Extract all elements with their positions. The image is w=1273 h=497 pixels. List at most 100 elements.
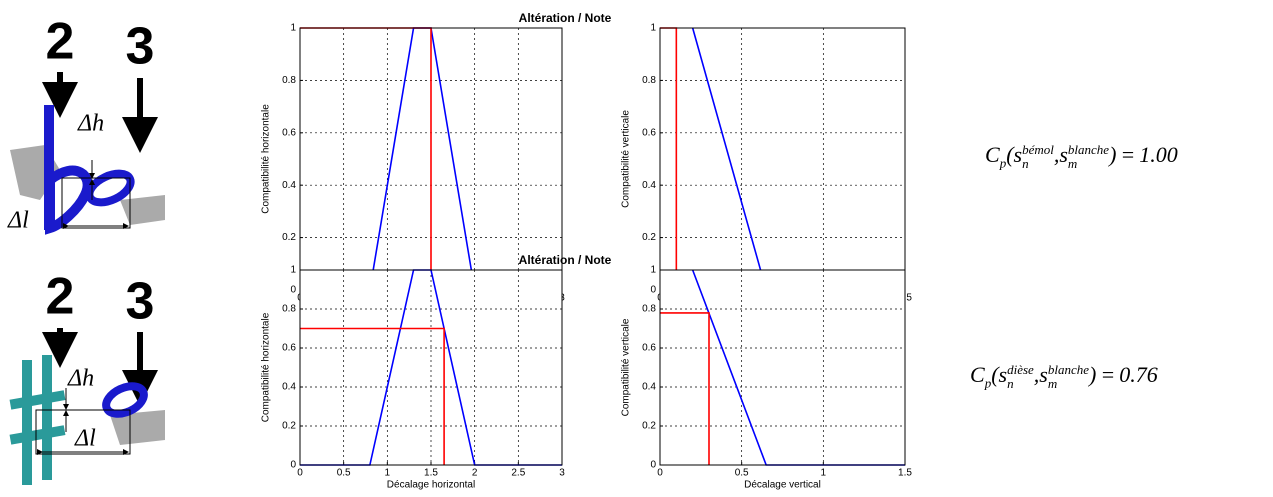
symbol: s — [998, 362, 1008, 387]
sharp-stroke — [9, 390, 66, 410]
flat-bowl — [45, 165, 93, 235]
subscript: n — [1022, 155, 1029, 171]
y-tick-label: 0 — [290, 285, 296, 296]
script-stack: blanche m — [1067, 141, 1110, 171]
notation-sharp: 2 3 Δh Δl — [9, 268, 165, 485]
notation-flat: 2 3 Δh Δl — [7, 13, 165, 235]
plot-frame — [659, 269, 906, 466]
separator: , — [1033, 362, 1040, 387]
plot-background — [660, 28, 905, 290]
formula: Cp(s dièse n ,s blanche m) = 0.76 — [970, 362, 1158, 391]
x-tick-label: 1.5 — [898, 468, 912, 479]
y-tick-label: 0.8 — [642, 304, 656, 315]
subscript: m — [1067, 155, 1078, 171]
paren: ( — [991, 362, 999, 387]
plot-background — [660, 270, 905, 465]
label-dl: Δl — [7, 208, 29, 234]
x-tick-label: 0 — [297, 468, 303, 479]
y-tick-label: 0.4 — [642, 382, 656, 393]
label-number: 2 — [46, 268, 75, 326]
x-tick-label: 2 — [472, 468, 478, 479]
flat-stem — [44, 105, 54, 230]
superscript: blanche — [1067, 141, 1110, 157]
plot-frame — [299, 269, 563, 466]
y-tick-label: 0.2 — [642, 232, 656, 243]
y-tick-label: 0.4 — [282, 382, 296, 393]
data-line — [660, 312, 710, 465]
paren: ) — [1109, 142, 1117, 167]
symbol: s — [1013, 142, 1023, 167]
y-tick-label: 0.2 — [642, 421, 656, 432]
y-tick-label: 0 — [650, 460, 656, 471]
equals: = — [1100, 362, 1116, 387]
y-axis-label: Compatibilité horizontale — [261, 312, 272, 422]
formula-value: 0.76 — [1119, 362, 1158, 387]
y-axis-label: Compatibilité verticale — [621, 110, 632, 208]
symbol: C — [985, 142, 1000, 167]
label-number: 3 — [126, 18, 155, 76]
superscript: bémol — [1022, 141, 1054, 157]
paren: ( — [1006, 142, 1014, 167]
superscript: dièse — [1007, 361, 1034, 377]
chart-title: Altération / Note — [519, 11, 612, 25]
data-line — [300, 327, 445, 465]
chart-title: Altération / Note — [519, 253, 612, 267]
x-tick-label: 0.5 — [337, 468, 351, 479]
y-tick-label: 0.2 — [282, 232, 296, 243]
subscript: p — [999, 155, 1007, 171]
script-stack: dièse n — [1007, 361, 1034, 391]
symbol: C — [970, 362, 985, 387]
x-tick-label: 2.5 — [511, 468, 525, 479]
y-axis-label: Compatibilité horizontale — [261, 104, 272, 214]
sharp-stroke — [42, 355, 52, 480]
paren: ) — [1089, 362, 1097, 387]
y-tick-label: 0.6 — [642, 127, 656, 138]
y-tick-label: 0.8 — [282, 75, 296, 86]
x-axis-label: Décalage vertical — [744, 480, 821, 491]
x-tick-label: 1 — [385, 468, 391, 479]
ghost-shape — [110, 410, 165, 445]
y-tick-label: 0 — [290, 460, 296, 471]
x-tick-label: 0.5 — [735, 468, 749, 479]
subscript: n — [1007, 375, 1014, 391]
label-dh: Δh — [77, 111, 104, 137]
superscript: blanche — [1047, 361, 1090, 377]
x-tick-label: 3 — [559, 468, 565, 479]
y-tick-label: 0.4 — [642, 180, 656, 191]
subscript: p — [984, 375, 992, 391]
y-tick-label: 1 — [290, 23, 296, 34]
y-tick-label: 0.4 — [282, 180, 296, 191]
symbol: s — [1039, 362, 1048, 387]
formula: Cp(s bémol n ,s blanche m) = 1.00 — [985, 142, 1178, 171]
y-tick-label: 0.8 — [282, 304, 296, 315]
y-tick-label: 0.6 — [282, 127, 296, 138]
sharp-stroke — [22, 360, 32, 485]
label-dh: Δh — [67, 366, 94, 392]
y-tick-label: 1 — [650, 23, 656, 34]
y-tick-label: 0.2 — [282, 421, 296, 432]
x-tick-label: 1 — [821, 468, 827, 479]
y-tick-label: 1 — [650, 265, 656, 276]
x-tick-label: 0 — [657, 468, 663, 479]
separator: , — [1053, 142, 1060, 167]
subscript: m — [1047, 375, 1058, 391]
formula-value: 1.00 — [1139, 142, 1178, 167]
y-axis-label: Compatibilité verticale — [621, 318, 632, 416]
y-tick-label: 0.8 — [642, 75, 656, 86]
x-axis-label: Décalage horizontal — [387, 480, 475, 491]
equals: = — [1120, 142, 1136, 167]
script-stack: bémol n — [1022, 141, 1054, 171]
y-tick-label: 0.6 — [282, 343, 296, 354]
plot-background — [300, 270, 562, 465]
label-dl: Δl — [74, 426, 96, 452]
y-tick-label: 0.6 — [642, 343, 656, 354]
y-tick-label: 1 — [290, 265, 296, 276]
sharp-stroke — [9, 425, 66, 445]
symbol: s — [1059, 142, 1068, 167]
x-tick-label: 1.5 — [424, 468, 438, 479]
label-number: 2 — [46, 13, 75, 71]
y-tick-label: 0 — [650, 285, 656, 296]
script-stack: blanche m — [1047, 361, 1090, 391]
